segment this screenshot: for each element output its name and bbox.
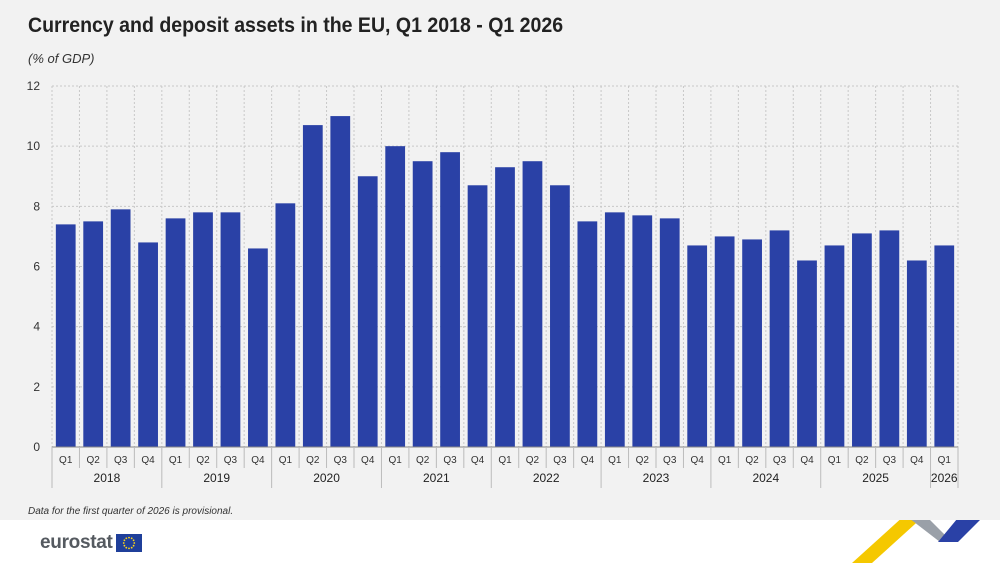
bar — [659, 218, 680, 447]
year-label: 2024 — [752, 471, 779, 485]
eurostat-logo[interactable]: eurostat — [40, 532, 142, 554]
x-axis: Q1 Q2 Q3 Q4 Q1 Q2 Q3 Q4 Q1 Q2 Q3 Q4 Q1 Q2 Q3 Q4 Q1 Q2 Q3 Q4… — [51, 446, 959, 488]
bar — [852, 233, 872, 447]
x-tick-label: Q4 — [910, 455, 924, 466]
bar — [906, 260, 927, 447]
x-tick-label: Q1 — [389, 455, 403, 466]
x-tick-label: Q4 — [581, 455, 595, 466]
bar — [797, 260, 817, 447]
y-tick-label: 0 — [33, 440, 40, 454]
bar — [495, 167, 515, 447]
bar — [275, 203, 296, 447]
year-label: 2026 — [931, 471, 958, 485]
year-label: 2019 — [203, 471, 230, 485]
x-tick-label: Q1 — [828, 455, 842, 466]
x-tick-label: Q4 — [471, 455, 485, 466]
y-tick-label: 2 — [33, 380, 40, 394]
y-axis: 0 2 4 6 8 10 12 — [27, 79, 41, 454]
y-tick-label: 6 — [33, 260, 40, 274]
bar — [550, 185, 570, 447]
bar-chart: Q1 Q2 Q3 Q4 Q1 Q2 Q3 Q4 Q1 Q2 Q3 Q4 Q1 Q2 Q3 Q4 Q1 Q2 Q3 Q4… — [27, 79, 959, 488]
bar — [824, 245, 845, 447]
bar — [385, 146, 406, 447]
corner-decoration-icon — [852, 520, 980, 563]
bar — [632, 215, 653, 447]
logo-text: eurostat — [40, 532, 113, 553]
bar — [687, 245, 708, 447]
x-tick-label: Q3 — [443, 455, 457, 466]
x-tick-label: Q1 — [498, 455, 512, 466]
bar — [302, 125, 323, 447]
x-tick-label: Q2 — [87, 455, 101, 466]
footer: eurostat — [0, 520, 1000, 563]
year-label: 2022 — [533, 471, 560, 485]
x-tick-label: Q1 — [59, 455, 73, 466]
provisional-note: Data for the first quarter of 2026 is pr… — [28, 506, 234, 517]
bar — [165, 218, 186, 447]
eu-flag-icon — [115, 534, 142, 552]
bar — [412, 161, 433, 448]
bar — [220, 212, 241, 447]
year-label: 2021 — [423, 471, 450, 485]
bar — [467, 185, 488, 447]
y-tick-label: 12 — [27, 79, 41, 93]
x-tick-label: Q3 — [334, 455, 348, 466]
bar — [248, 248, 268, 447]
x-tick-label: Q3 — [773, 455, 787, 466]
x-tick-label: Q1 — [718, 455, 732, 466]
x-tick-label: Q4 — [361, 455, 375, 466]
bar — [110, 209, 131, 447]
x-tick-label: Q1 — [279, 455, 293, 466]
bar — [138, 242, 158, 447]
x-tick-label: Q4 — [141, 455, 155, 466]
x-tick-label: Q4 — [800, 455, 814, 466]
y-tick-label: 10 — [27, 139, 41, 153]
chart-subtitle: (% of GDP) — [28, 51, 95, 66]
bar — [714, 236, 735, 447]
y-tick-label: 8 — [33, 199, 40, 213]
x-tick-label: Q3 — [553, 455, 567, 466]
bar — [769, 230, 790, 447]
x-tick-label: Q3 — [114, 455, 128, 466]
x-tick-label: Q2 — [745, 455, 759, 466]
bar — [357, 176, 378, 447]
year-label: 2023 — [643, 471, 670, 485]
x-tick-label: Q2 — [306, 455, 320, 466]
x-tick-label: Q2 — [855, 455, 869, 466]
x-tick-label: Q1 — [169, 455, 183, 466]
x-tick-label: Q3 — [663, 455, 677, 466]
bar — [330, 116, 351, 447]
x-tick-label: Q1 — [608, 455, 622, 466]
year-label: 2018 — [94, 471, 121, 485]
bars — [55, 116, 955, 448]
bar — [522, 161, 543, 448]
x-tick-label: Q2 — [196, 455, 210, 466]
chart-title: Currency and deposit assets in the EU, Q… — [28, 14, 564, 37]
bar — [440, 152, 460, 447]
year-label: 2020 — [313, 471, 340, 485]
bar — [577, 221, 598, 447]
x-tick-label: Q2 — [416, 455, 430, 466]
bar — [55, 224, 76, 447]
x-tick-label: Q3 — [224, 455, 238, 466]
year-label: 2025 — [862, 471, 889, 485]
x-tick-label: Q3 — [883, 455, 897, 466]
x-tick-label: Q1 — [938, 455, 952, 466]
x-tick-label: Q4 — [251, 455, 265, 466]
bar — [934, 245, 955, 447]
bar — [604, 212, 625, 447]
x-tick-label: Q2 — [526, 455, 540, 466]
x-tick-label: Q4 — [691, 455, 705, 466]
bar — [83, 221, 104, 447]
x-tick-label: Q2 — [636, 455, 650, 466]
y-tick-label: 4 — [33, 320, 40, 334]
bar — [879, 230, 900, 447]
bar — [742, 239, 762, 447]
bar — [193, 212, 213, 447]
